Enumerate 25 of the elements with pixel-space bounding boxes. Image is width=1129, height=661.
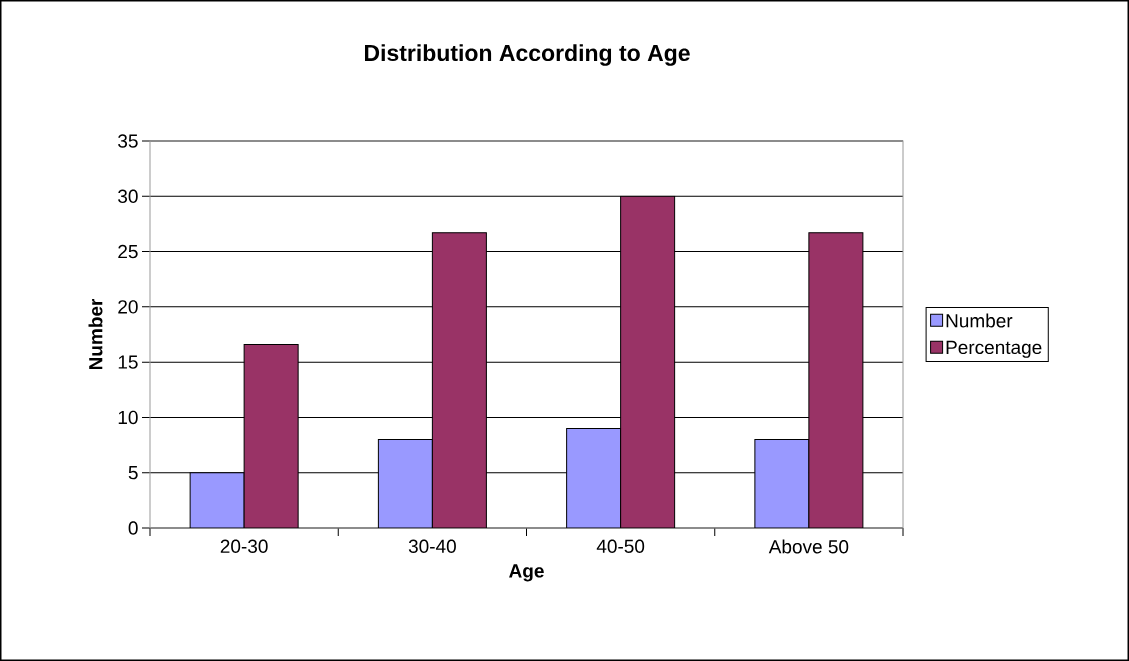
bar (377, 439, 433, 528)
bar (189, 472, 245, 528)
y-tick-label: 0 (128, 521, 138, 535)
legend-label: Percentage (946, 340, 1042, 358)
x-tick-label: 40-50 (596, 539, 645, 553)
bar (243, 343, 299, 528)
x-tick-label: 20-30 (220, 539, 268, 553)
y-tick-label: 25 (118, 244, 138, 259)
y-axis-title: Number (88, 298, 103, 370)
chart-title: Distribution According to Age (364, 44, 690, 66)
bar (566, 427, 622, 528)
y-tick-label: 30 (118, 189, 138, 204)
y-tick-label: 35 (118, 134, 138, 148)
bar (754, 439, 810, 528)
bar (808, 232, 864, 528)
bar (431, 232, 487, 528)
x-tick-label: 30-40 (408, 539, 456, 553)
y-tick-label: 20 (118, 300, 138, 314)
x-axis-title: Age (509, 564, 544, 582)
x-tick-label: Above 50 (768, 539, 849, 554)
y-tick-label: 10 (118, 410, 138, 425)
y-tick-label: 5 (128, 466, 138, 480)
y-tick-label: 15 (118, 355, 138, 369)
legend-label: Number (946, 313, 1013, 328)
bar (620, 195, 676, 528)
